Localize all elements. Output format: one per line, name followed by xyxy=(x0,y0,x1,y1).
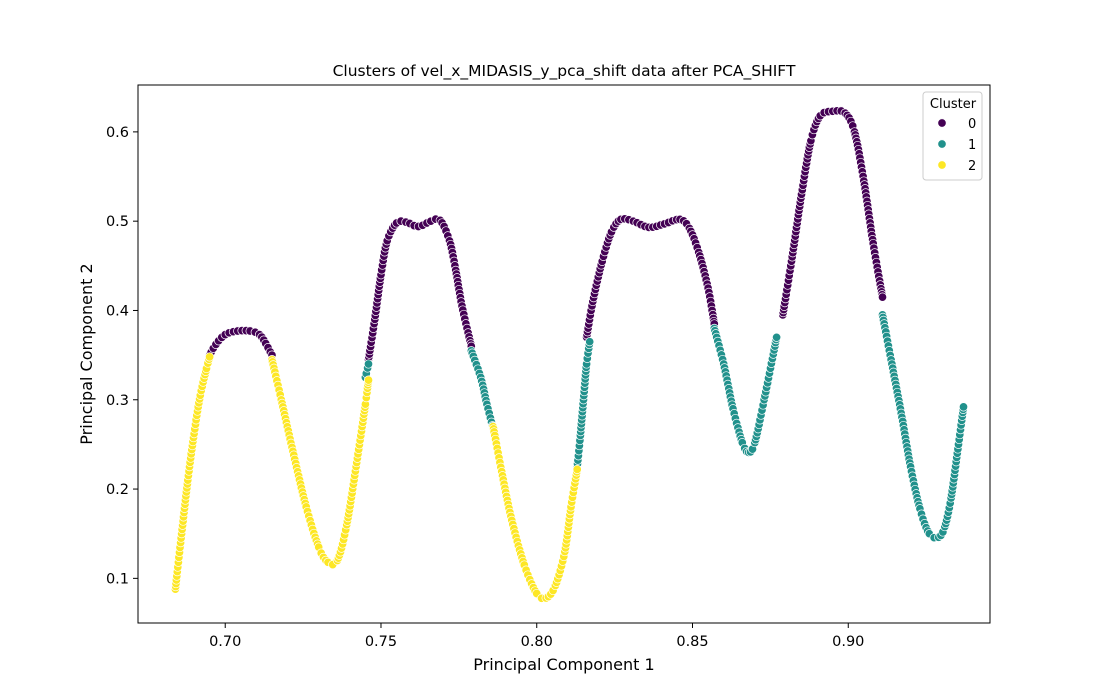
legend-marker xyxy=(937,160,947,170)
data-point-cluster-1 xyxy=(958,402,969,412)
legend: Cluster 0 1 2 xyxy=(922,91,983,181)
x-tick-label: 0.70 xyxy=(209,634,241,650)
y-tick-label: 0.3 xyxy=(106,393,129,409)
data-point-cluster-1 xyxy=(585,337,595,347)
y-tick-label: 0.2 xyxy=(106,482,129,498)
plot-frame xyxy=(137,84,991,624)
legend-marker xyxy=(937,139,947,149)
data-point-cluster-2 xyxy=(572,464,582,474)
points-layer xyxy=(170,106,969,603)
x-tick-label: 0.85 xyxy=(676,634,708,650)
y-tick-label: 0.6 xyxy=(106,125,129,141)
data-point-cluster-2 xyxy=(363,375,374,385)
legend-label: 1 xyxy=(968,138,976,153)
chart-title: Clusters of vel_x_MIDASIS_y_pca_shift da… xyxy=(333,62,796,81)
y-axis: 0.1 0.2 0.3 0.4 0.5 0.6 xyxy=(106,125,138,587)
x-axis-label: Principal Component 1 xyxy=(473,655,654,674)
legend-box xyxy=(922,91,983,181)
x-tick-label: 0.90 xyxy=(832,634,864,650)
y-tick-label: 0.1 xyxy=(106,571,129,587)
legend-label: 2 xyxy=(968,159,976,174)
x-tick-label: 0.75 xyxy=(365,634,397,650)
data-point-cluster-1 xyxy=(363,359,374,369)
data-point-cluster-0 xyxy=(877,292,888,302)
legend-marker xyxy=(937,118,947,128)
legend-entries: 0 1 2 xyxy=(937,117,976,174)
y-tick-label: 0.4 xyxy=(106,303,129,319)
y-axis-label: Principal Component 2 xyxy=(77,263,96,444)
y-tick-label: 0.5 xyxy=(106,214,129,230)
legend-title: Cluster xyxy=(930,97,977,112)
legend-label: 0 xyxy=(968,117,976,132)
data-point-cluster-2 xyxy=(205,352,215,362)
x-axis: 0.70 0.75 0.80 0.85 0.90 xyxy=(209,623,864,650)
data-point-cluster-1 xyxy=(772,332,782,342)
x-tick-label: 0.80 xyxy=(521,634,553,650)
